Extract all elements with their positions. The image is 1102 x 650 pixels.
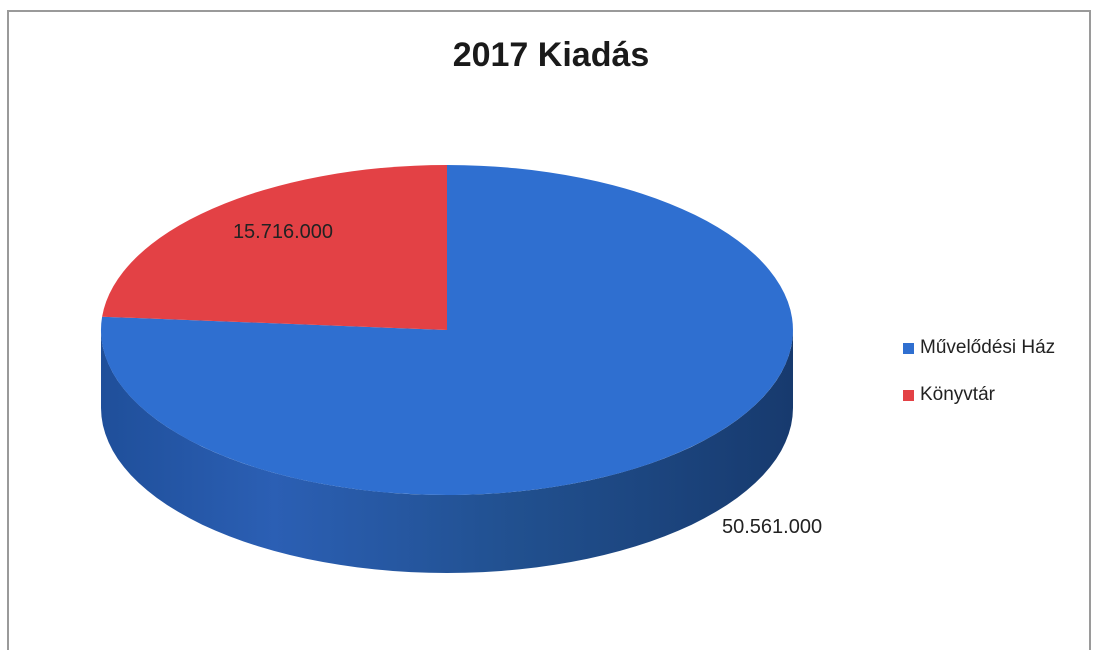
pie-slice-1	[102, 165, 447, 330]
legend-item-muvelodesi-haz: Művelődési Ház	[903, 336, 1055, 360]
pie-slice-0	[100, 165, 793, 496]
data-label-1: 15.716.000	[233, 221, 333, 243]
legend-label-konyvtar: Könyvtár	[920, 384, 995, 405]
data-label-0: 50.561.000	[722, 516, 822, 538]
chart-title: 2017 Kiadás	[452, 36, 650, 74]
pie-side-0	[101, 330, 793, 573]
legend-label-muvelodesi-haz: Művelődési Ház	[920, 337, 1056, 358]
legend-swatch-konyvtar	[903, 389, 914, 401]
legend-swatch-muvelodesi-haz	[903, 342, 914, 354]
legend-item-konyvtar: Könyvtár	[903, 383, 1055, 407]
legend: Művelődési Ház Könyvtár	[903, 336, 1055, 430]
